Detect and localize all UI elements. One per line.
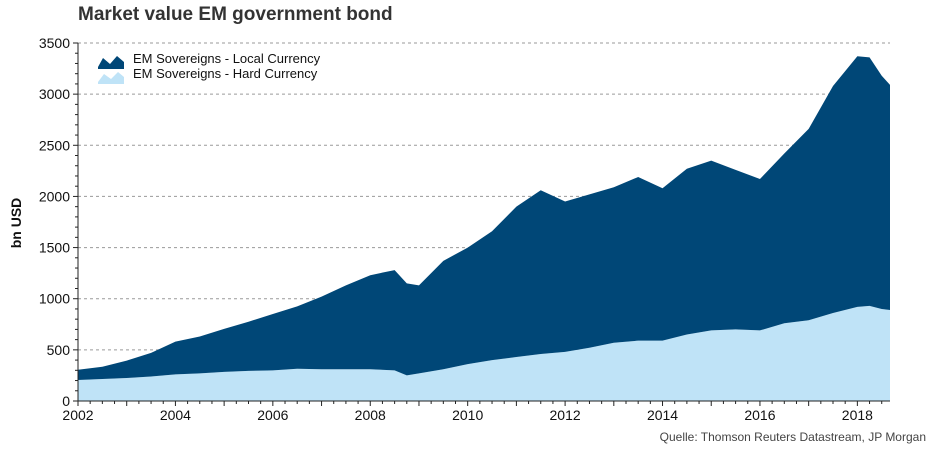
y-tick-label-2: 1000 [39,291,70,307]
legend-label-hard-currency: EM Sovereigns - Hard Currency [133,66,318,81]
x-tick-label-0: 2002 [62,407,93,423]
source-note: Quelle: Thomson Reuters Datastream, JP M… [659,430,926,444]
y-tick-label-3: 1500 [39,240,70,256]
area-series-hard-currency [78,305,890,401]
x-tick-label-7: 2016 [744,407,775,423]
y-tick-label-5: 2500 [39,137,70,153]
x-tick-label-6: 2014 [647,407,678,423]
legend-label-local-currency: EM Sovereigns - Local Currency [133,51,321,66]
x-tick-label-2: 2006 [257,407,288,423]
x-tick-label-5: 2012 [550,407,581,423]
x-tick-label-1: 2004 [160,407,191,423]
axes [73,42,890,406]
legend-item-local-currency: EM Sovereigns - Local Currency [98,51,321,69]
stacked-areas [78,56,890,401]
y-axis-label: bn USD [8,198,24,249]
chart-title: Market value EM government bond [78,4,393,25]
x-tick-label-4: 2010 [452,407,483,423]
y-tick-label-0: 0 [62,393,70,409]
tick-labels: 0 500 1000 1500 2000 2500 3000 3500 2002 2004 2006… [39,35,873,423]
area-series-local-currency [78,56,890,381]
y-tick-label-1: 500 [47,342,71,358]
x-tick-label-8: 2018 [842,407,873,423]
y-tick-label-4: 2000 [39,188,70,204]
x-tick-label-3: 2008 [355,407,386,423]
y-tick-label-6: 3000 [39,86,70,102]
legend-item-hard-currency: EM Sovereigns - Hard Currency [98,66,318,84]
legend: EM Sovereigns - Local Currency EM Sovere… [98,51,321,84]
y-tick-label-7: 3500 [39,35,70,51]
legend-swatch-hard-currency [98,72,124,84]
legend-swatch-local-currency [98,56,124,69]
